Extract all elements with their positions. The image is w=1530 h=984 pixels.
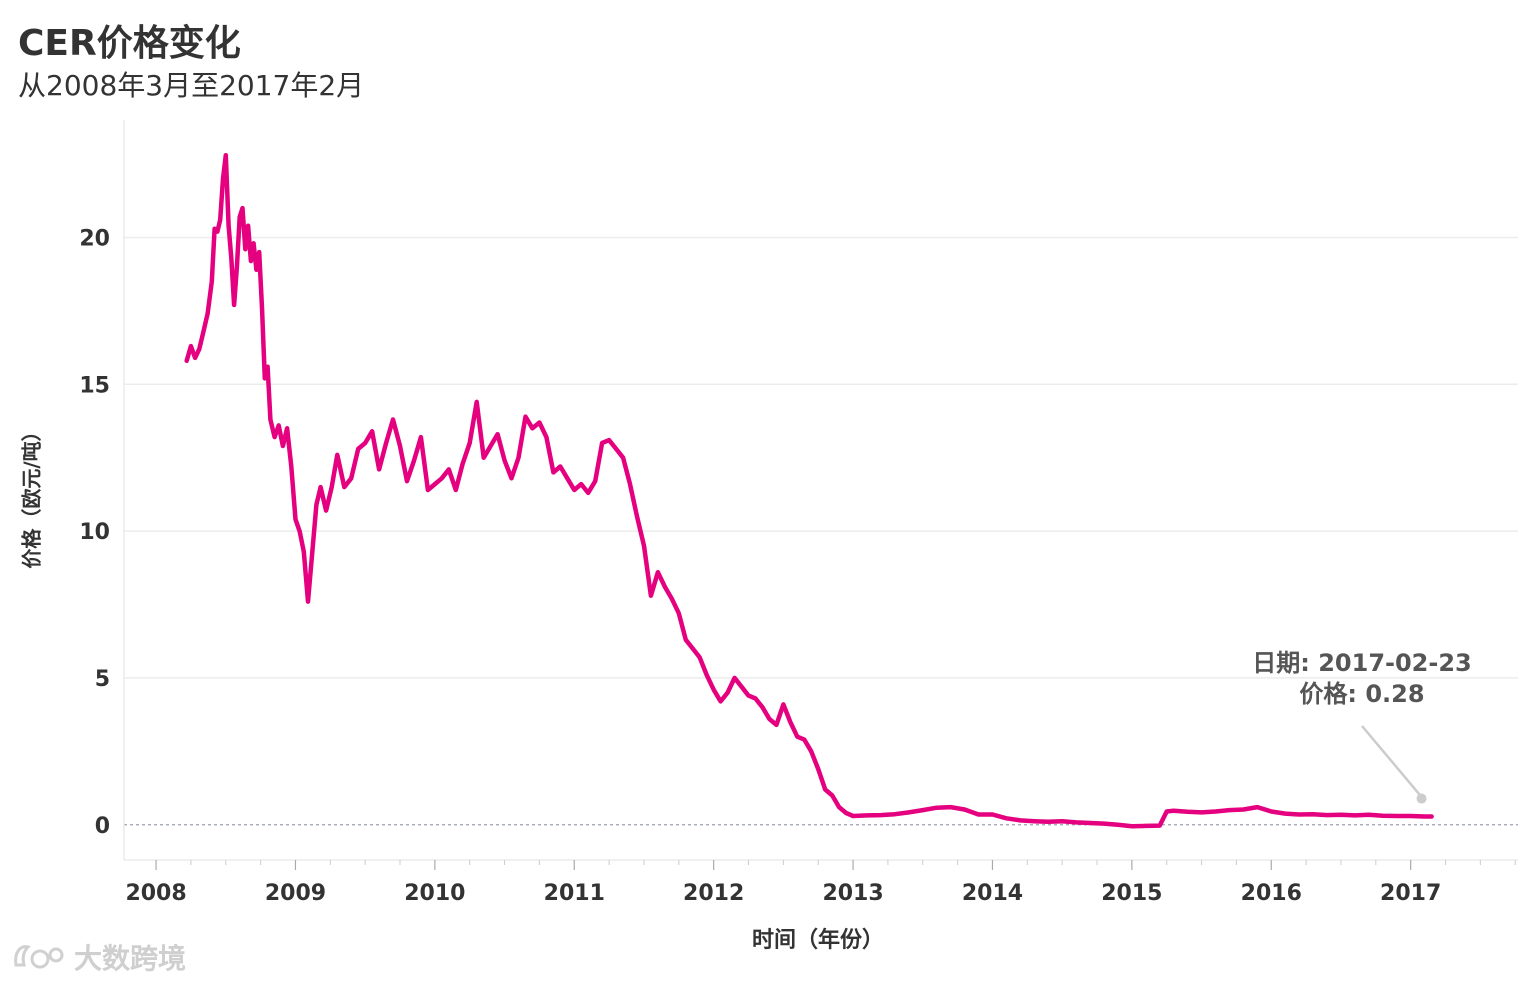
series-layer — [184, 152, 1434, 829]
axes — [123, 120, 1518, 870]
x-tick-label: 2010 — [404, 881, 465, 906]
annotation-layer: 日期: 2017-02-23 价格: 0.28 — [1252, 649, 1472, 804]
x-tick-label: 2014 — [962, 881, 1023, 906]
logo-icon — [14, 945, 64, 969]
chart-subtitle: 从2008年3月至2017年2月 — [18, 69, 365, 102]
y-axis-label: 价格（欧元/吨） — [19, 421, 44, 569]
annotation-leader — [1361, 725, 1421, 796]
x-tick-label: 2015 — [1101, 881, 1162, 906]
x-tick-label: 2012 — [683, 881, 744, 906]
x-tick-label: 2013 — [822, 881, 883, 906]
tick-labels: 0 5 10 15 20 2008 2009 2010 2011 2012 2013 2014 2015… — [79, 226, 1441, 906]
watermark-text: 大数跨境 — [74, 942, 187, 975]
x-axis-label: 时间（年份） — [751, 928, 885, 953]
y-tick-label: 15 — [79, 373, 110, 398]
annotation-date: 日期: 2017-02-23 — [1252, 649, 1471, 677]
gridlines — [124, 236, 1518, 826]
x-tick-label: 2011 — [544, 881, 605, 906]
x-tick-label: 2008 — [125, 881, 186, 906]
price-line — [184, 152, 1434, 829]
y-tick-label: 20 — [79, 226, 110, 251]
y-tick-label: 10 — [79, 520, 110, 545]
y-tick-label: 5 — [95, 667, 110, 692]
annotation-price: 价格: 0.28 — [1299, 680, 1424, 708]
y-tick-label: 0 — [95, 814, 110, 839]
x-tick-label: 2009 — [265, 881, 326, 906]
x-tick-label: 2017 — [1380, 881, 1441, 906]
chart-title: CER价格变化 — [18, 23, 241, 64]
watermark: 大数跨境 — [10, 937, 186, 977]
annotation-dot — [1416, 793, 1427, 804]
x-tick-label: 2016 — [1241, 881, 1302, 906]
